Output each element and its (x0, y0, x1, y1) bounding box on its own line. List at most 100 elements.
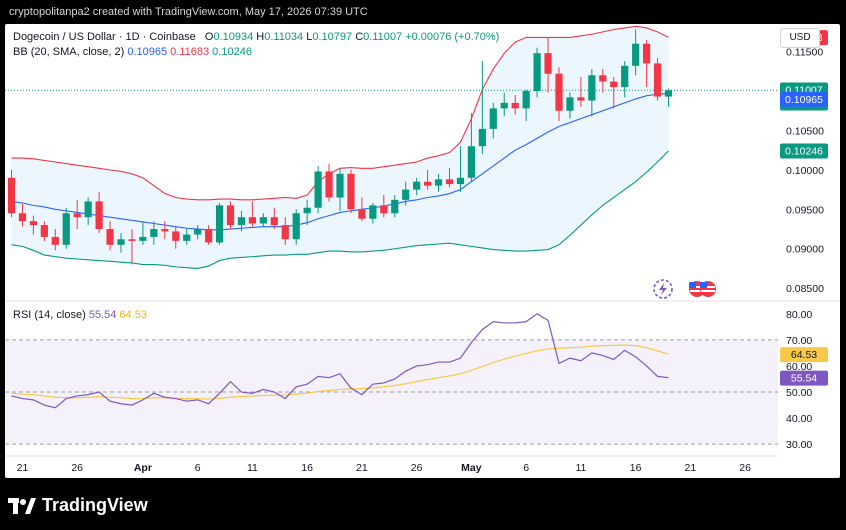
candle-body (51, 236, 59, 245)
tradingview-logo-icon (8, 498, 36, 515)
candle (643, 39, 651, 88)
candle-body (588, 75, 596, 101)
candle (237, 210, 246, 232)
rsi-value: 55.54 (88, 309, 117, 321)
tradingview-logo[interactable]: TradingView (8, 495, 148, 516)
time-tick-label: 11 (575, 462, 586, 474)
time-tick-label: 26 (739, 462, 751, 474)
candle (128, 229, 136, 265)
rsi-ma-value: 64.53 (119, 309, 147, 321)
candle-body (467, 146, 475, 178)
legend-close: 0.11007 (363, 31, 403, 43)
brand-name: TradingView (42, 495, 148, 515)
watermark-text: cryptopolitanpa2 created with TradingVie… (9, 6, 368, 18)
candle (391, 195, 399, 218)
candle-body (292, 213, 300, 240)
candle-body (533, 53, 541, 92)
candle (566, 92, 574, 119)
lightning-icon[interactable] (653, 279, 673, 299)
currency-button[interactable]: USD (780, 28, 820, 48)
bb-upper-value: 0.11683 (170, 46, 210, 58)
candle-body (632, 43, 640, 66)
candle (18, 203, 27, 227)
candle (84, 197, 92, 226)
candle-body (522, 91, 530, 109)
candle-body (478, 128, 486, 147)
candle (445, 168, 454, 188)
candle (314, 165, 322, 214)
candle-body (106, 229, 114, 245)
candle-body (434, 179, 443, 186)
candle-body (183, 234, 191, 241)
candle (29, 215, 37, 235)
time-tick-label: 6 (195, 462, 201, 474)
bb-lower-value: 0.10246 (212, 46, 252, 58)
bollinger-band-layer (5, 25, 778, 270)
candle (380, 195, 388, 218)
time-tick-label: 11 (247, 462, 258, 474)
bb-basis-badge-bg (780, 91, 828, 107)
candle-body (445, 179, 454, 185)
candle-body (84, 201, 92, 218)
candle (106, 221, 114, 251)
time-tick-label: 16 (630, 462, 642, 474)
candle (172, 226, 180, 249)
rsi-line (11, 313, 669, 409)
bb-basis-value: 0.10965 (127, 46, 168, 58)
candle (281, 217, 289, 245)
candle-body (226, 205, 235, 226)
candle (150, 221, 158, 245)
rsi-ma-badge: 64.53 (780, 347, 828, 363)
candle-body (237, 217, 246, 226)
candle (653, 57, 662, 101)
legend-high: 0.11034 (264, 31, 304, 43)
candle-body (18, 213, 27, 222)
candle-body (402, 189, 410, 200)
candle (402, 181, 410, 206)
candle (226, 201, 235, 230)
price-tick-label: 0.08500 (786, 283, 824, 295)
candle (664, 88, 673, 107)
bb-lower-badge-bg (780, 143, 828, 159)
candle (413, 177, 421, 196)
candle (533, 47, 541, 98)
candle-body (424, 181, 432, 186)
candle (588, 68, 596, 117)
candle (358, 197, 366, 222)
candle-body (172, 231, 180, 241)
time-tick-label: 26 (71, 462, 83, 474)
candle (544, 37, 552, 93)
price-tick-label: 0.10500 (786, 125, 824, 137)
candle-body (303, 207, 311, 214)
candle-body (456, 177, 465, 185)
legend-l-label: L (306, 31, 313, 43)
rsi-ma-line (11, 344, 669, 400)
candle-body (380, 205, 388, 214)
candle (336, 168, 344, 211)
candle-body (336, 173, 344, 198)
rsi-tick-label: 30.00 (786, 439, 812, 451)
candle-body (347, 173, 355, 210)
candle (632, 29, 640, 76)
candle-body (610, 81, 618, 88)
candle-body (621, 65, 629, 88)
us-flag-icon[interactable] (689, 281, 716, 297)
candle (325, 163, 333, 202)
rsi-label: RSI (14, close) (13, 309, 86, 321)
legend-price: Dogecoin / US Dollar · 1D · Coinbase O0.… (13, 31, 499, 43)
rsi-badge: 55.54 (780, 370, 828, 386)
candle-body (314, 171, 322, 208)
time-tick-label: 21 (356, 462, 368, 474)
badge-layer: 0.116830.1100716:20:200.109650.1024664.5… (780, 30, 828, 386)
candle (62, 207, 70, 249)
bb-fill (11, 26, 669, 269)
candle-body (391, 199, 399, 214)
candle (259, 213, 267, 227)
rsi-badge-text: 55.54 (791, 373, 817, 385)
bb-label: BB (20, SMA, close, 2) (13, 46, 125, 58)
candle (577, 76, 585, 107)
candle-body (40, 225, 48, 237)
candle-body (643, 43, 651, 64)
candle (434, 173, 443, 192)
